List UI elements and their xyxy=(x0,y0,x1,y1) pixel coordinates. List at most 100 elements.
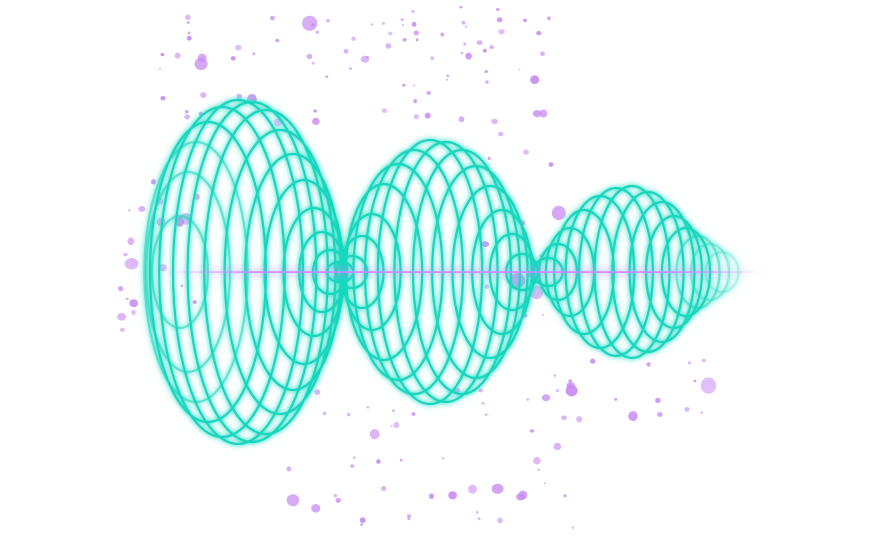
particle-dot xyxy=(553,442,562,451)
particle-dot xyxy=(576,416,583,423)
particle-dot xyxy=(533,457,541,465)
particle-dot xyxy=(424,112,431,119)
particle-dot xyxy=(563,494,567,498)
particle-dot xyxy=(477,517,481,521)
particle-dot xyxy=(302,15,318,31)
particle-dot xyxy=(128,209,131,212)
particle-dot xyxy=(430,56,435,61)
particle-dot xyxy=(314,389,321,395)
particle-dot xyxy=(366,56,369,59)
particle-dot xyxy=(476,40,483,45)
particle-dot xyxy=(350,464,355,468)
particle-dot xyxy=(429,493,434,500)
particle-dot xyxy=(463,42,467,46)
particle-dot xyxy=(343,49,349,54)
particle-dot xyxy=(529,429,535,433)
particle-dot xyxy=(413,84,416,87)
particle-dot xyxy=(381,108,388,113)
particle-dot xyxy=(442,457,445,460)
particle-dot xyxy=(536,30,542,36)
particle-dot xyxy=(628,411,638,422)
particle-dot xyxy=(657,412,663,417)
particle-dot xyxy=(700,377,717,394)
particle-dot xyxy=(119,327,125,332)
particle-dot xyxy=(160,53,165,57)
particle-dot xyxy=(325,75,329,79)
particle-dot xyxy=(174,52,181,59)
particle-dot xyxy=(460,51,464,55)
particle-dot xyxy=(548,162,554,167)
particle-dot xyxy=(411,10,415,13)
particle-dot xyxy=(565,384,578,397)
particle-dot xyxy=(497,517,503,524)
particle-dot xyxy=(498,131,504,137)
particle-dot xyxy=(185,14,191,21)
particle-dot xyxy=(159,67,161,70)
particle-dot xyxy=(369,429,380,440)
particle-dot xyxy=(333,494,338,498)
particle-dot xyxy=(495,7,500,12)
particle-dot xyxy=(388,31,393,36)
particle-dot xyxy=(127,237,135,246)
particle-dot xyxy=(448,491,457,500)
particle-dot xyxy=(392,409,395,413)
particle-dot xyxy=(180,284,184,288)
particle-dot xyxy=(269,15,275,21)
particle-dot xyxy=(482,48,487,53)
particle-dot xyxy=(523,18,527,23)
particle-dot xyxy=(484,70,489,74)
particle-dot xyxy=(491,483,504,494)
particle-dot xyxy=(131,310,136,315)
particle-dot xyxy=(684,407,690,412)
particle-dot xyxy=(537,468,540,471)
particle-dot xyxy=(390,424,393,427)
particle-dot xyxy=(123,252,128,257)
particle-dot xyxy=(371,23,374,26)
particle-dot xyxy=(382,21,385,25)
particle-dot xyxy=(539,109,548,118)
particle-dot xyxy=(402,38,407,42)
particle-dot xyxy=(446,79,449,81)
particle-dot xyxy=(553,374,556,377)
particle-dot xyxy=(381,486,387,491)
particle-dot xyxy=(693,379,697,383)
particle-dot xyxy=(614,398,618,401)
particle-dot xyxy=(411,21,417,27)
particle-dot xyxy=(252,52,256,56)
particle-dot xyxy=(360,523,363,526)
particle-dot xyxy=(306,53,313,60)
particle-dot xyxy=(551,205,566,221)
particle-dot xyxy=(523,149,529,155)
particle-dot xyxy=(498,29,505,35)
particle-dot xyxy=(326,19,330,23)
particle-dot xyxy=(518,68,521,71)
particle-dot xyxy=(275,38,280,43)
particle-dot xyxy=(366,406,370,409)
particle-dot xyxy=(376,459,381,464)
particle-dot xyxy=(322,411,327,416)
particle-dot xyxy=(590,358,596,364)
particle-dot xyxy=(407,514,411,519)
particle-dot xyxy=(413,114,419,120)
particle-dot xyxy=(446,74,450,78)
particle-dot xyxy=(286,494,300,507)
particle-dot xyxy=(385,43,392,49)
particle-dot xyxy=(530,75,540,84)
particle-dot xyxy=(526,398,529,401)
particle-dot xyxy=(125,297,129,300)
particle-dot xyxy=(335,497,341,503)
particle-dot xyxy=(160,96,166,101)
particle-dot xyxy=(465,52,472,60)
particle-dot xyxy=(311,61,315,65)
particle-dot xyxy=(541,394,551,402)
particle-dot xyxy=(359,517,366,524)
particle-dot xyxy=(192,300,197,304)
particle-dot xyxy=(184,110,189,114)
particle-dot xyxy=(124,258,139,270)
particle-dot xyxy=(540,51,545,57)
particle-dot xyxy=(688,361,691,365)
particle-dot xyxy=(311,504,321,513)
particle-dot xyxy=(489,45,495,50)
particle-dot xyxy=(235,44,242,51)
particle-dot xyxy=(532,110,542,118)
